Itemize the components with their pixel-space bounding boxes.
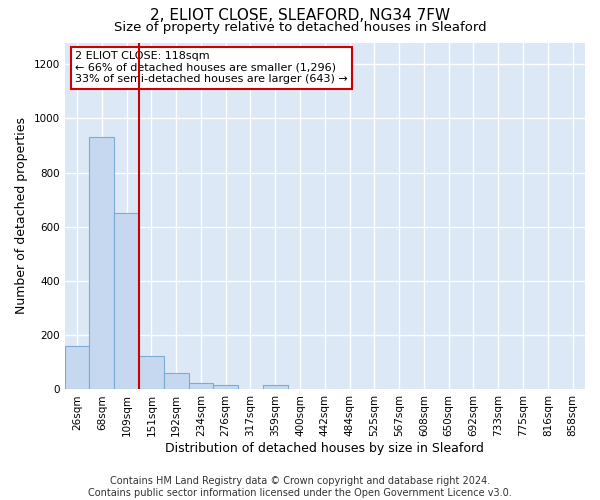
Text: Contains HM Land Registry data © Crown copyright and database right 2024.
Contai: Contains HM Land Registry data © Crown c… (88, 476, 512, 498)
Bar (65, 346, 89, 390)
Bar (139, 356, 164, 390)
Text: Size of property relative to detached houses in Sleaford: Size of property relative to detached ho… (113, 21, 487, 34)
Text: 2 ELIOT CLOSE: 118sqm
← 66% of detached houses are smaller (1,296)
33% of semi-d: 2 ELIOT CLOSE: 118sqm ← 66% of detached … (75, 51, 348, 84)
Bar (263, 386, 287, 390)
Bar (188, 382, 214, 390)
Y-axis label: Number of detached properties: Number of detached properties (15, 118, 28, 314)
Bar (164, 373, 188, 390)
Bar (214, 386, 238, 390)
Bar (114, 214, 139, 390)
Bar (89, 138, 114, 390)
Text: 2, ELIOT CLOSE, SLEAFORD, NG34 7FW: 2, ELIOT CLOSE, SLEAFORD, NG34 7FW (150, 8, 450, 22)
X-axis label: Distribution of detached houses by size in Sleaford: Distribution of detached houses by size … (166, 442, 484, 455)
